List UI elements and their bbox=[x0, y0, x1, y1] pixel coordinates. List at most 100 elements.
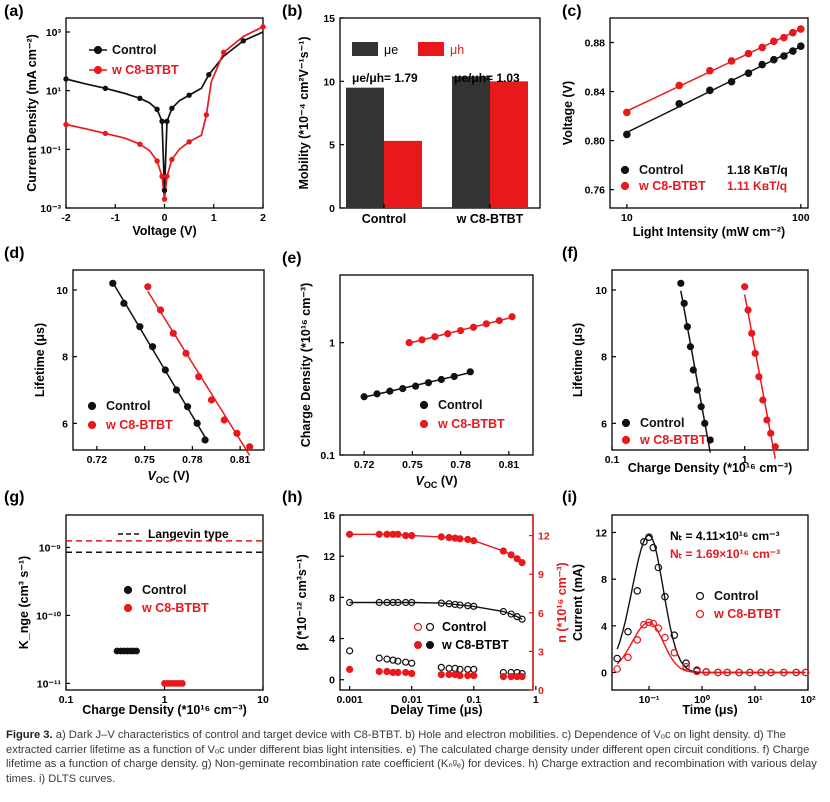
panel-d-point bbox=[195, 373, 203, 381]
panel-e-point bbox=[495, 317, 503, 325]
panel-e-point bbox=[437, 375, 445, 384]
panel-a-point bbox=[137, 95, 143, 101]
panel-h-point bbox=[499, 673, 507, 681]
panel-g-label: (g) bbox=[4, 489, 24, 506]
panel-i-point bbox=[767, 668, 775, 677]
panel-i-point bbox=[693, 667, 701, 676]
panel-f-xlabel: Charge Density (*10¹⁶ cm⁻³) bbox=[628, 461, 792, 475]
panel-g-xtick-label: 0.1 bbox=[59, 694, 74, 706]
panel-g-ytick-label: 10⁻⁹ bbox=[39, 542, 61, 554]
panel-a-point bbox=[102, 130, 109, 137]
panel-d-point bbox=[172, 386, 181, 394]
panel-h-point bbox=[507, 673, 515, 681]
panel-b-frame bbox=[339, 17, 541, 209]
panel-c-ytick-label: 0.76 bbox=[585, 185, 606, 197]
panel-e-point bbox=[466, 368, 474, 376]
panel-a-legend-marker bbox=[93, 65, 103, 75]
panel-h-point bbox=[507, 610, 515, 618]
panel-a-label: (a) bbox=[4, 3, 24, 20]
panel-i-point bbox=[746, 668, 754, 677]
panel-h-point bbox=[518, 615, 526, 623]
panel-h-point bbox=[464, 671, 472, 680]
panel-f-point bbox=[701, 419, 709, 427]
panel-c-point bbox=[797, 42, 805, 50]
panel-a-point bbox=[220, 49, 227, 56]
panel-h-point bbox=[383, 655, 391, 663]
panel-f-xtick-label: 1 bbox=[742, 454, 748, 466]
panel-i-point bbox=[649, 543, 658, 552]
panel-h-series-line bbox=[349, 601, 523, 620]
panel-e-label: (e) bbox=[282, 250, 302, 267]
panel-f-point bbox=[744, 306, 752, 314]
panel-d-point bbox=[182, 349, 190, 357]
panel-h-point bbox=[507, 551, 515, 559]
panel-a-point bbox=[63, 121, 69, 128]
panel-e-point bbox=[482, 320, 490, 328]
panel-d-point bbox=[220, 416, 228, 424]
panel-a-legend-label: Control bbox=[112, 43, 156, 57]
panel-g-point bbox=[179, 680, 186, 687]
panel-e-point bbox=[431, 333, 439, 341]
panel-h-point bbox=[402, 531, 410, 540]
panel-d-point bbox=[120, 299, 128, 307]
panel-h-point bbox=[389, 598, 397, 607]
panel-a-ytick-label: 10⁻³ bbox=[40, 203, 61, 215]
panel-h-point bbox=[470, 671, 478, 680]
panel-h-legend-marker bbox=[413, 622, 423, 632]
panel-d-point bbox=[201, 436, 209, 444]
panel-e-legend-label: w C8-BTBT bbox=[437, 417, 505, 431]
panel-f-point bbox=[686, 343, 695, 351]
panel-b-label: (b) bbox=[282, 3, 302, 20]
panel-b-ylabel: Mobility (*10⁻⁴ cm²V⁻¹s⁻¹) bbox=[297, 36, 311, 189]
panel-e-legend-marker bbox=[419, 400, 429, 410]
panel-b-ytick-label: 15 bbox=[323, 13, 335, 25]
panel-h-point bbox=[470, 537, 478, 545]
panel-i-point bbox=[735, 668, 743, 677]
panel-d-point bbox=[169, 329, 177, 337]
panel-g-ytick-label: 10⁻¹⁰ bbox=[36, 610, 62, 622]
panel-h-series-line bbox=[349, 533, 523, 564]
panel-a-point bbox=[102, 85, 109, 92]
panel-h-point bbox=[375, 598, 383, 607]
panel-i-point bbox=[661, 633, 669, 642]
panel-i-legend-label: Control bbox=[714, 589, 758, 603]
panel-a-ytick-label: 10¹ bbox=[46, 86, 62, 98]
panel-c-point bbox=[758, 43, 767, 52]
panel-h-point bbox=[408, 669, 416, 678]
panel-e-point bbox=[450, 372, 458, 381]
panel-c-ylabel: Voltage (V) bbox=[561, 81, 575, 145]
panel-f-ylabel: Lifetime (μs) bbox=[571, 323, 585, 397]
panel-h-point bbox=[402, 668, 410, 677]
panel-c-point bbox=[770, 37, 778, 46]
panel-b-ytick-label: 10 bbox=[323, 76, 335, 88]
panel-i-point bbox=[633, 636, 642, 644]
panel-c-legend-label: w C8-BTBT bbox=[638, 179, 706, 193]
panel-c-point bbox=[744, 49, 753, 58]
panel-h-ytick-right-label: 9 bbox=[538, 569, 544, 581]
panel-g-legend-label: w C8-BTBT bbox=[141, 601, 209, 615]
panel-f-ytick-label: 6 bbox=[601, 418, 607, 430]
panel-h-ylabel-right: n (*10¹⁶ cm⁻³) bbox=[555, 562, 569, 642]
panel-a-point bbox=[240, 38, 247, 44]
panel-a-xtick-label: -2 bbox=[61, 212, 70, 224]
panel-h-point bbox=[518, 673, 526, 681]
panel-f-point bbox=[755, 373, 763, 381]
panel-h-legend-marker bbox=[414, 641, 422, 649]
panel-a-point bbox=[159, 118, 165, 125]
panel-h-xtick-label: 0.001 bbox=[336, 694, 362, 706]
figure-caption: Figure 3. a) Dark J–V characteristics of… bbox=[6, 728, 824, 786]
panel-f-point bbox=[748, 329, 756, 337]
panel-d-point bbox=[193, 419, 201, 427]
panel-c-point bbox=[706, 66, 714, 75]
panel-c-slope-label: 1.18 KʙT/q bbox=[727, 163, 788, 177]
panel-h-point bbox=[394, 598, 402, 607]
panel-f-point bbox=[677, 279, 685, 287]
panel-h-point bbox=[394, 668, 402, 677]
panel-c-point bbox=[706, 86, 714, 95]
panel-g-point bbox=[133, 647, 140, 655]
panel-e-xtick-label: 0.81 bbox=[499, 459, 520, 471]
panel-e-point bbox=[444, 330, 452, 338]
panel-i-xtick-label: 10² bbox=[800, 694, 816, 706]
panel-g-xtick-label: 1 bbox=[162, 694, 168, 706]
panel-g-ytick-label: 10⁻¹¹ bbox=[37, 678, 62, 690]
